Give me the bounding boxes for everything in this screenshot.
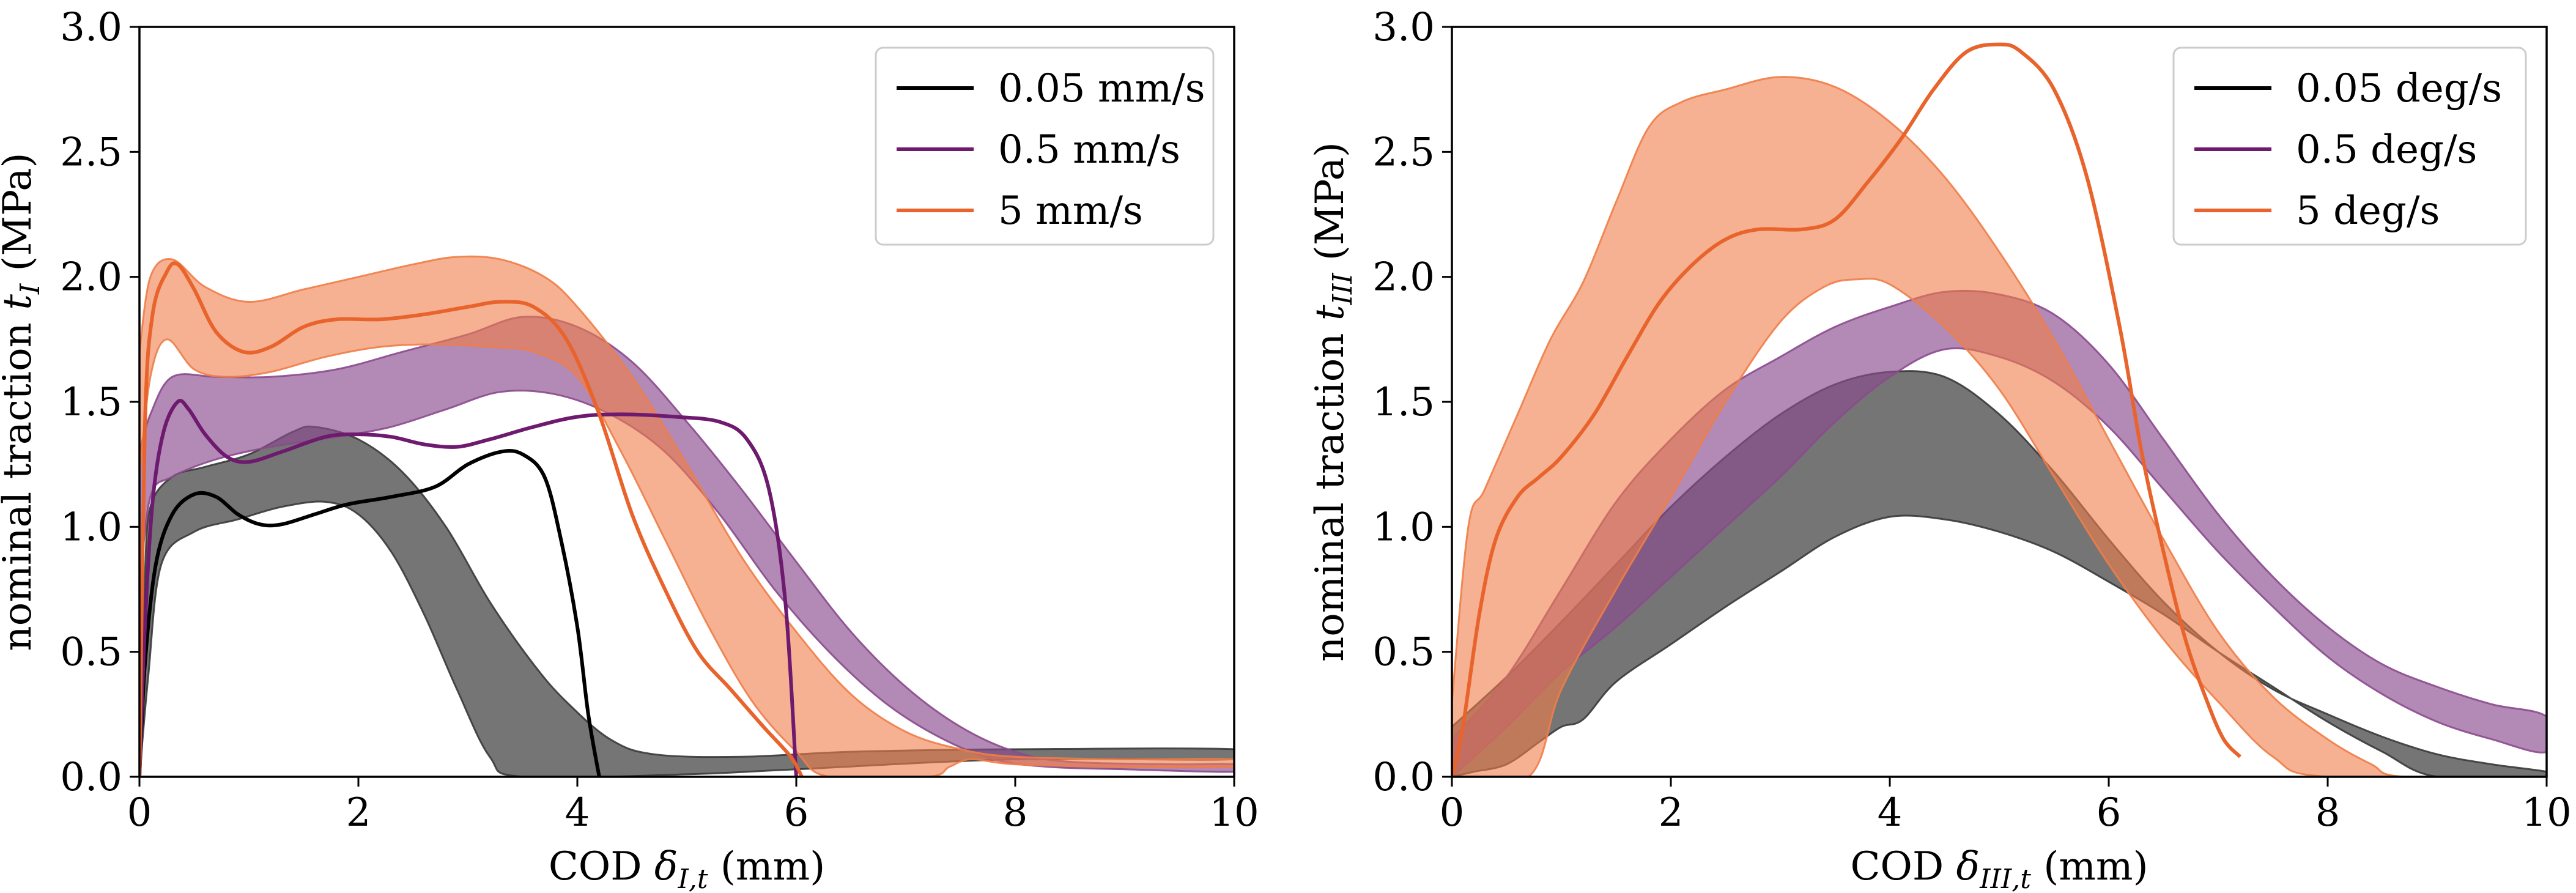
y-tick-label: 0.5 bbox=[1372, 630, 1435, 675]
y-tick-label: 1.0 bbox=[1372, 505, 1435, 550]
legend-box bbox=[875, 46, 1215, 246]
x-tick-label: 4 bbox=[1878, 790, 1903, 836]
y-tick-label: 0.5 bbox=[60, 630, 122, 675]
x-tick-label: 4 bbox=[565, 790, 590, 836]
legend: 0.05 deg/s 0.5 deg/s 5 deg/s bbox=[2172, 46, 2527, 246]
legend-label: 5 deg/s bbox=[2296, 188, 2440, 234]
x-tick-label: 2 bbox=[1659, 790, 1684, 836]
x-tick-label: 6 bbox=[2097, 790, 2122, 836]
band-5-mm-s bbox=[139, 255, 1234, 777]
x-axis-title: COD δIII,t (mm) bbox=[1850, 844, 2148, 893]
y-tick-label: 2.5 bbox=[60, 130, 122, 175]
y-tick-label: 1.0 bbox=[60, 505, 122, 550]
legend-label: 5 mm/s bbox=[998, 188, 1143, 234]
line-0-05-mm-s bbox=[139, 449, 601, 777]
x-tick-label: 0 bbox=[1440, 790, 1465, 836]
x-tick-label: 0 bbox=[127, 790, 152, 836]
band-5-deg-s bbox=[1452, 76, 2547, 777]
band-0-5-deg-s bbox=[1452, 289, 2547, 777]
y-tick-label: 3.0 bbox=[60, 5, 122, 50]
y-axis-title: nominal traction tI (MPa) bbox=[0, 153, 46, 651]
line-5-deg-s bbox=[1452, 42, 2241, 777]
line-0-5-mm-s bbox=[139, 399, 798, 777]
y-tick-label: 1.5 bbox=[1372, 380, 1435, 425]
legend-label: 0.05 deg/s bbox=[2296, 66, 2502, 111]
y-axis-title: nominal traction tIII (MPa) bbox=[1308, 142, 1358, 662]
y-tick-label: 2.5 bbox=[1372, 130, 1435, 175]
line-5-mm-s bbox=[139, 261, 804, 777]
y-tick-label: 3.0 bbox=[1372, 5, 1435, 50]
x-tick-label: 8 bbox=[2315, 790, 2341, 836]
legend-label: 0.5 mm/s bbox=[998, 127, 1180, 172]
legend-box bbox=[2172, 46, 2527, 246]
y-tick-label: 2.0 bbox=[60, 255, 122, 300]
plot-area bbox=[1452, 42, 2547, 777]
x-tick-label: 8 bbox=[1003, 790, 1028, 836]
legend: 0.05 mm/s 0.5 mm/s 5 mm/s bbox=[875, 46, 1215, 246]
x-tick-label: 10 bbox=[2522, 790, 2571, 836]
legend-label: 0.5 deg/s bbox=[2296, 127, 2477, 172]
x-tick-label: 6 bbox=[784, 790, 809, 836]
x-axis-title: COD δI,t (mm) bbox=[549, 844, 825, 893]
x-tick-label: 2 bbox=[346, 790, 371, 836]
right-panel-mode-iii: 0 2 4 6 8 10 0.0 0.5 1.0 1.5 2.0 2.5 3.0 COD δIII,t (… bbox=[1308, 5, 2572, 893]
y-tick-label: 1.5 bbox=[60, 380, 122, 425]
y-tick-label: 0.0 bbox=[1372, 755, 1435, 800]
y-tick-label: 2.0 bbox=[1372, 255, 1435, 300]
x-tick-label: 10 bbox=[1209, 790, 1259, 836]
plot-area bbox=[139, 255, 1234, 777]
legend-label: 0.05 mm/s bbox=[998, 66, 1205, 111]
left-panel-mode-i: 0 2 4 6 8 10 0.0 0.5 1.0 1.5 2.0 2.5 3.0 COD δI,t (mm… bbox=[0, 5, 1259, 893]
y-tick-label: 0.0 bbox=[60, 755, 122, 800]
